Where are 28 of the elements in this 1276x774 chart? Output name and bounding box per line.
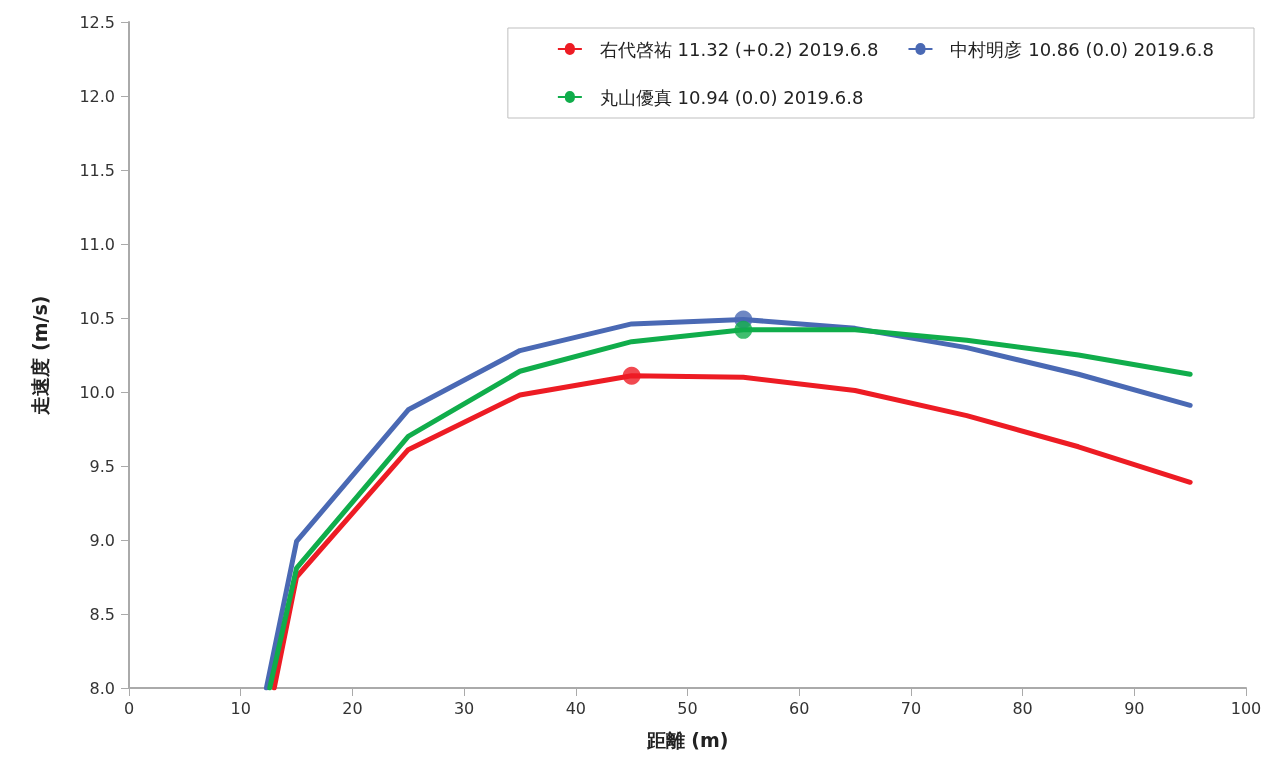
legend-label: 中村明彦 10.86 (0.0) 2019.6.8 [950,38,1215,60]
x-tick-label: 60 [789,698,810,718]
y-tick-label: 8.0 [89,678,115,698]
y-axis-title: 走速度 (m/s) [28,295,51,416]
x-tick-label: 50 [677,698,698,718]
y-tick-label: 12.5 [79,12,115,32]
x-tick-label: 30 [453,698,475,718]
point [622,366,641,385]
point [734,320,753,339]
x-tick-label: 90 [1124,698,1145,718]
y-tick-label: 10.0 [79,382,115,402]
y-tick-label: 11.0 [79,234,115,254]
x-tick-label: 100 [1230,698,1262,718]
x-tick-label: 40 [565,698,586,718]
legend-label: 丸山優真 10.94 (0.0) 2019.6.8 [599,86,864,108]
x-tick-label: 70 [900,698,922,718]
y-tick-label: 10.5 [79,308,115,328]
x-tick-label: 80 [1012,698,1033,718]
y-tick-label: 8.5 [89,604,115,624]
x-tick-label: 20 [342,698,363,718]
x-tick-label: 0 [123,698,135,718]
x-tick-label: 10 [230,698,251,718]
x-axis-title: 距離 (m) [645,728,729,751]
legend-label: 右代啓祐 11.32 (+0.2) 2019.6.8 [599,38,879,60]
y-tick-label: 9.5 [89,456,115,476]
y-tick-label: 11.5 [79,160,115,180]
y-tick-label: 9.0 [89,530,115,550]
y-tick-label: 12.0 [79,86,115,106]
